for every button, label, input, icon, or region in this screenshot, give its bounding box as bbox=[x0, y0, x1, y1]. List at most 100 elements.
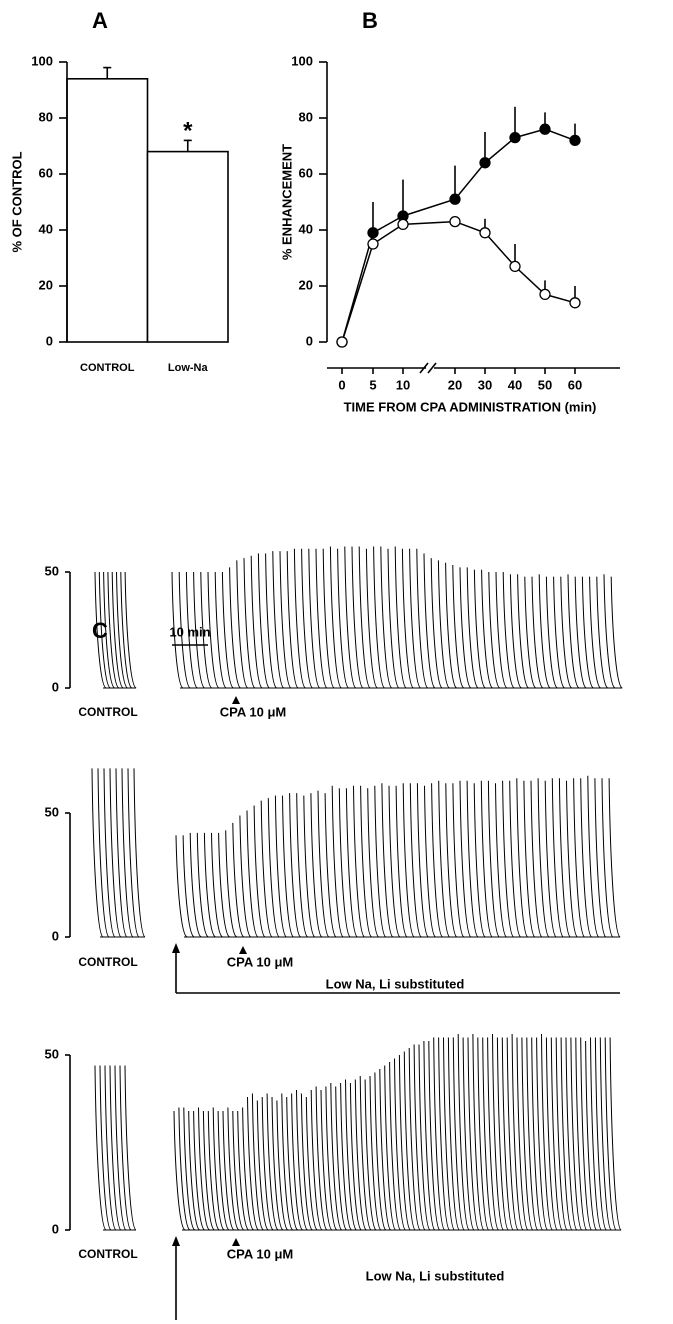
marker bbox=[479, 227, 491, 239]
twitch bbox=[560, 576, 573, 689]
twitch bbox=[472, 1033, 485, 1231]
y-tick-label: 20 bbox=[299, 277, 313, 292]
twitch bbox=[237, 1110, 250, 1231]
twitch bbox=[300, 1093, 313, 1231]
twitch bbox=[553, 576, 565, 689]
twitch bbox=[495, 571, 508, 689]
twitch bbox=[325, 1086, 338, 1231]
twitch bbox=[589, 576, 601, 689]
twitch bbox=[189, 832, 202, 938]
twitch bbox=[171, 571, 184, 689]
control-twitch bbox=[120, 571, 133, 689]
twitch bbox=[452, 565, 465, 689]
twitch bbox=[581, 576, 594, 689]
x-tick-label: 60 bbox=[568, 377, 582, 392]
twitch bbox=[207, 571, 220, 689]
axis-break bbox=[427, 362, 437, 374]
twitch bbox=[281, 1093, 294, 1231]
twitch bbox=[286, 551, 299, 689]
twitch bbox=[360, 785, 372, 938]
twitch bbox=[567, 574, 580, 689]
control-twitch bbox=[114, 1065, 127, 1231]
marker bbox=[569, 134, 581, 147]
twitch bbox=[308, 548, 321, 689]
drug-label: CPA 10 μM bbox=[220, 704, 286, 719]
twitch bbox=[511, 1033, 524, 1231]
control-twitch bbox=[97, 768, 110, 938]
y-axis-label: % OF CONTROL bbox=[9, 151, 24, 252]
control-label: CONTROL bbox=[78, 1247, 137, 1261]
twitch bbox=[232, 822, 245, 938]
twitch bbox=[609, 1037, 622, 1231]
twitch bbox=[251, 1093, 264, 1231]
twitch bbox=[200, 571, 213, 689]
twitch bbox=[291, 1093, 303, 1231]
twitch bbox=[389, 1061, 401, 1231]
panel-label: C bbox=[92, 618, 108, 643]
twitch bbox=[203, 832, 216, 938]
twitch bbox=[274, 795, 287, 938]
twitch bbox=[196, 832, 209, 938]
twitch bbox=[594, 1037, 607, 1231]
twitch bbox=[531, 576, 544, 689]
twitch bbox=[467, 1037, 480, 1231]
twitch bbox=[229, 567, 241, 689]
x-tick-label: 30 bbox=[478, 377, 492, 392]
twitch bbox=[488, 571, 501, 689]
twitch bbox=[509, 780, 522, 938]
twitch bbox=[452, 1037, 465, 1231]
twitch bbox=[207, 1110, 220, 1231]
twitch bbox=[222, 1110, 235, 1231]
y-tick-label: 80 bbox=[299, 109, 313, 124]
arrow-head bbox=[172, 1236, 180, 1246]
twitch bbox=[416, 783, 429, 938]
y-tick-label: 0 bbox=[46, 333, 53, 348]
y-tick-label: 0 bbox=[52, 679, 59, 694]
marker bbox=[397, 218, 409, 231]
twitch bbox=[608, 778, 621, 938]
control-twitch bbox=[94, 571, 107, 689]
twitch bbox=[317, 790, 330, 938]
bar bbox=[66, 78, 149, 343]
twitch bbox=[256, 1100, 269, 1231]
twitch bbox=[573, 778, 585, 938]
twitch bbox=[384, 1065, 397, 1231]
twitch bbox=[329, 546, 342, 689]
twitch bbox=[175, 835, 188, 938]
marker bbox=[367, 238, 379, 250]
twitch bbox=[211, 832, 223, 938]
twitch bbox=[430, 558, 443, 689]
marker bbox=[367, 227, 379, 239]
twitch bbox=[337, 548, 349, 689]
twitch bbox=[250, 555, 263, 689]
twitch bbox=[457, 1033, 470, 1231]
twitch bbox=[502, 780, 514, 938]
twitch bbox=[276, 1100, 289, 1231]
control-twitch bbox=[133, 768, 146, 938]
twitch bbox=[387, 548, 400, 689]
twitch bbox=[305, 1096, 318, 1231]
control-twitch bbox=[94, 1065, 107, 1231]
twitch bbox=[193, 1110, 205, 1231]
twitch bbox=[418, 1044, 431, 1231]
control-twitch bbox=[124, 571, 137, 689]
twitch bbox=[477, 1037, 490, 1231]
twitch bbox=[466, 780, 479, 938]
twitch bbox=[424, 785, 436, 938]
y-tick-label: 0 bbox=[52, 1221, 59, 1236]
control-twitch bbox=[99, 1065, 112, 1231]
twitch bbox=[452, 783, 465, 938]
y-tick-label: 0 bbox=[52, 928, 59, 943]
twitch bbox=[388, 785, 401, 938]
twitch bbox=[433, 1037, 446, 1231]
drug-label: CPA 10 μM bbox=[227, 954, 293, 969]
panel-label: B bbox=[362, 8, 378, 33]
twitch bbox=[466, 567, 479, 689]
twitch bbox=[303, 795, 316, 938]
twitch bbox=[381, 783, 394, 938]
twitch bbox=[447, 1037, 460, 1231]
control-label: CONTROL bbox=[78, 955, 137, 969]
x-tick-label: CONTROL bbox=[80, 362, 135, 374]
twitch bbox=[296, 1089, 308, 1231]
twitch bbox=[202, 1110, 215, 1231]
